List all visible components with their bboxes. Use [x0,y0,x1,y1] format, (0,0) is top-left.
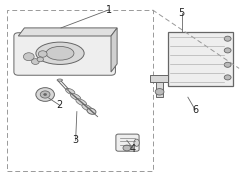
Circle shape [37,57,43,62]
Ellipse shape [76,99,87,106]
Ellipse shape [66,88,75,94]
Text: 1: 1 [105,5,112,15]
Ellipse shape [82,104,92,111]
FancyBboxPatch shape [14,33,115,75]
Circle shape [123,145,131,151]
FancyBboxPatch shape [116,134,139,151]
Ellipse shape [46,46,74,60]
Text: 6: 6 [192,105,198,115]
Text: 3: 3 [72,135,79,145]
Text: 2: 2 [57,100,63,110]
Ellipse shape [57,79,62,81]
Circle shape [36,88,54,101]
Polygon shape [111,28,117,72]
Polygon shape [156,82,163,97]
Circle shape [155,89,164,95]
Text: 4: 4 [130,143,136,154]
Circle shape [40,91,50,98]
Text: 5: 5 [179,8,185,18]
Circle shape [31,59,39,64]
Bar [168,32,233,86]
Circle shape [224,48,231,53]
Ellipse shape [71,94,81,100]
Circle shape [224,62,231,67]
Circle shape [38,51,47,57]
Circle shape [23,53,34,61]
Circle shape [224,75,231,80]
Polygon shape [150,75,168,82]
Polygon shape [18,28,117,36]
Ellipse shape [134,139,139,146]
Ellipse shape [36,42,84,64]
Circle shape [224,36,231,41]
Bar [7,10,152,171]
Circle shape [44,93,47,96]
Ellipse shape [87,108,96,114]
